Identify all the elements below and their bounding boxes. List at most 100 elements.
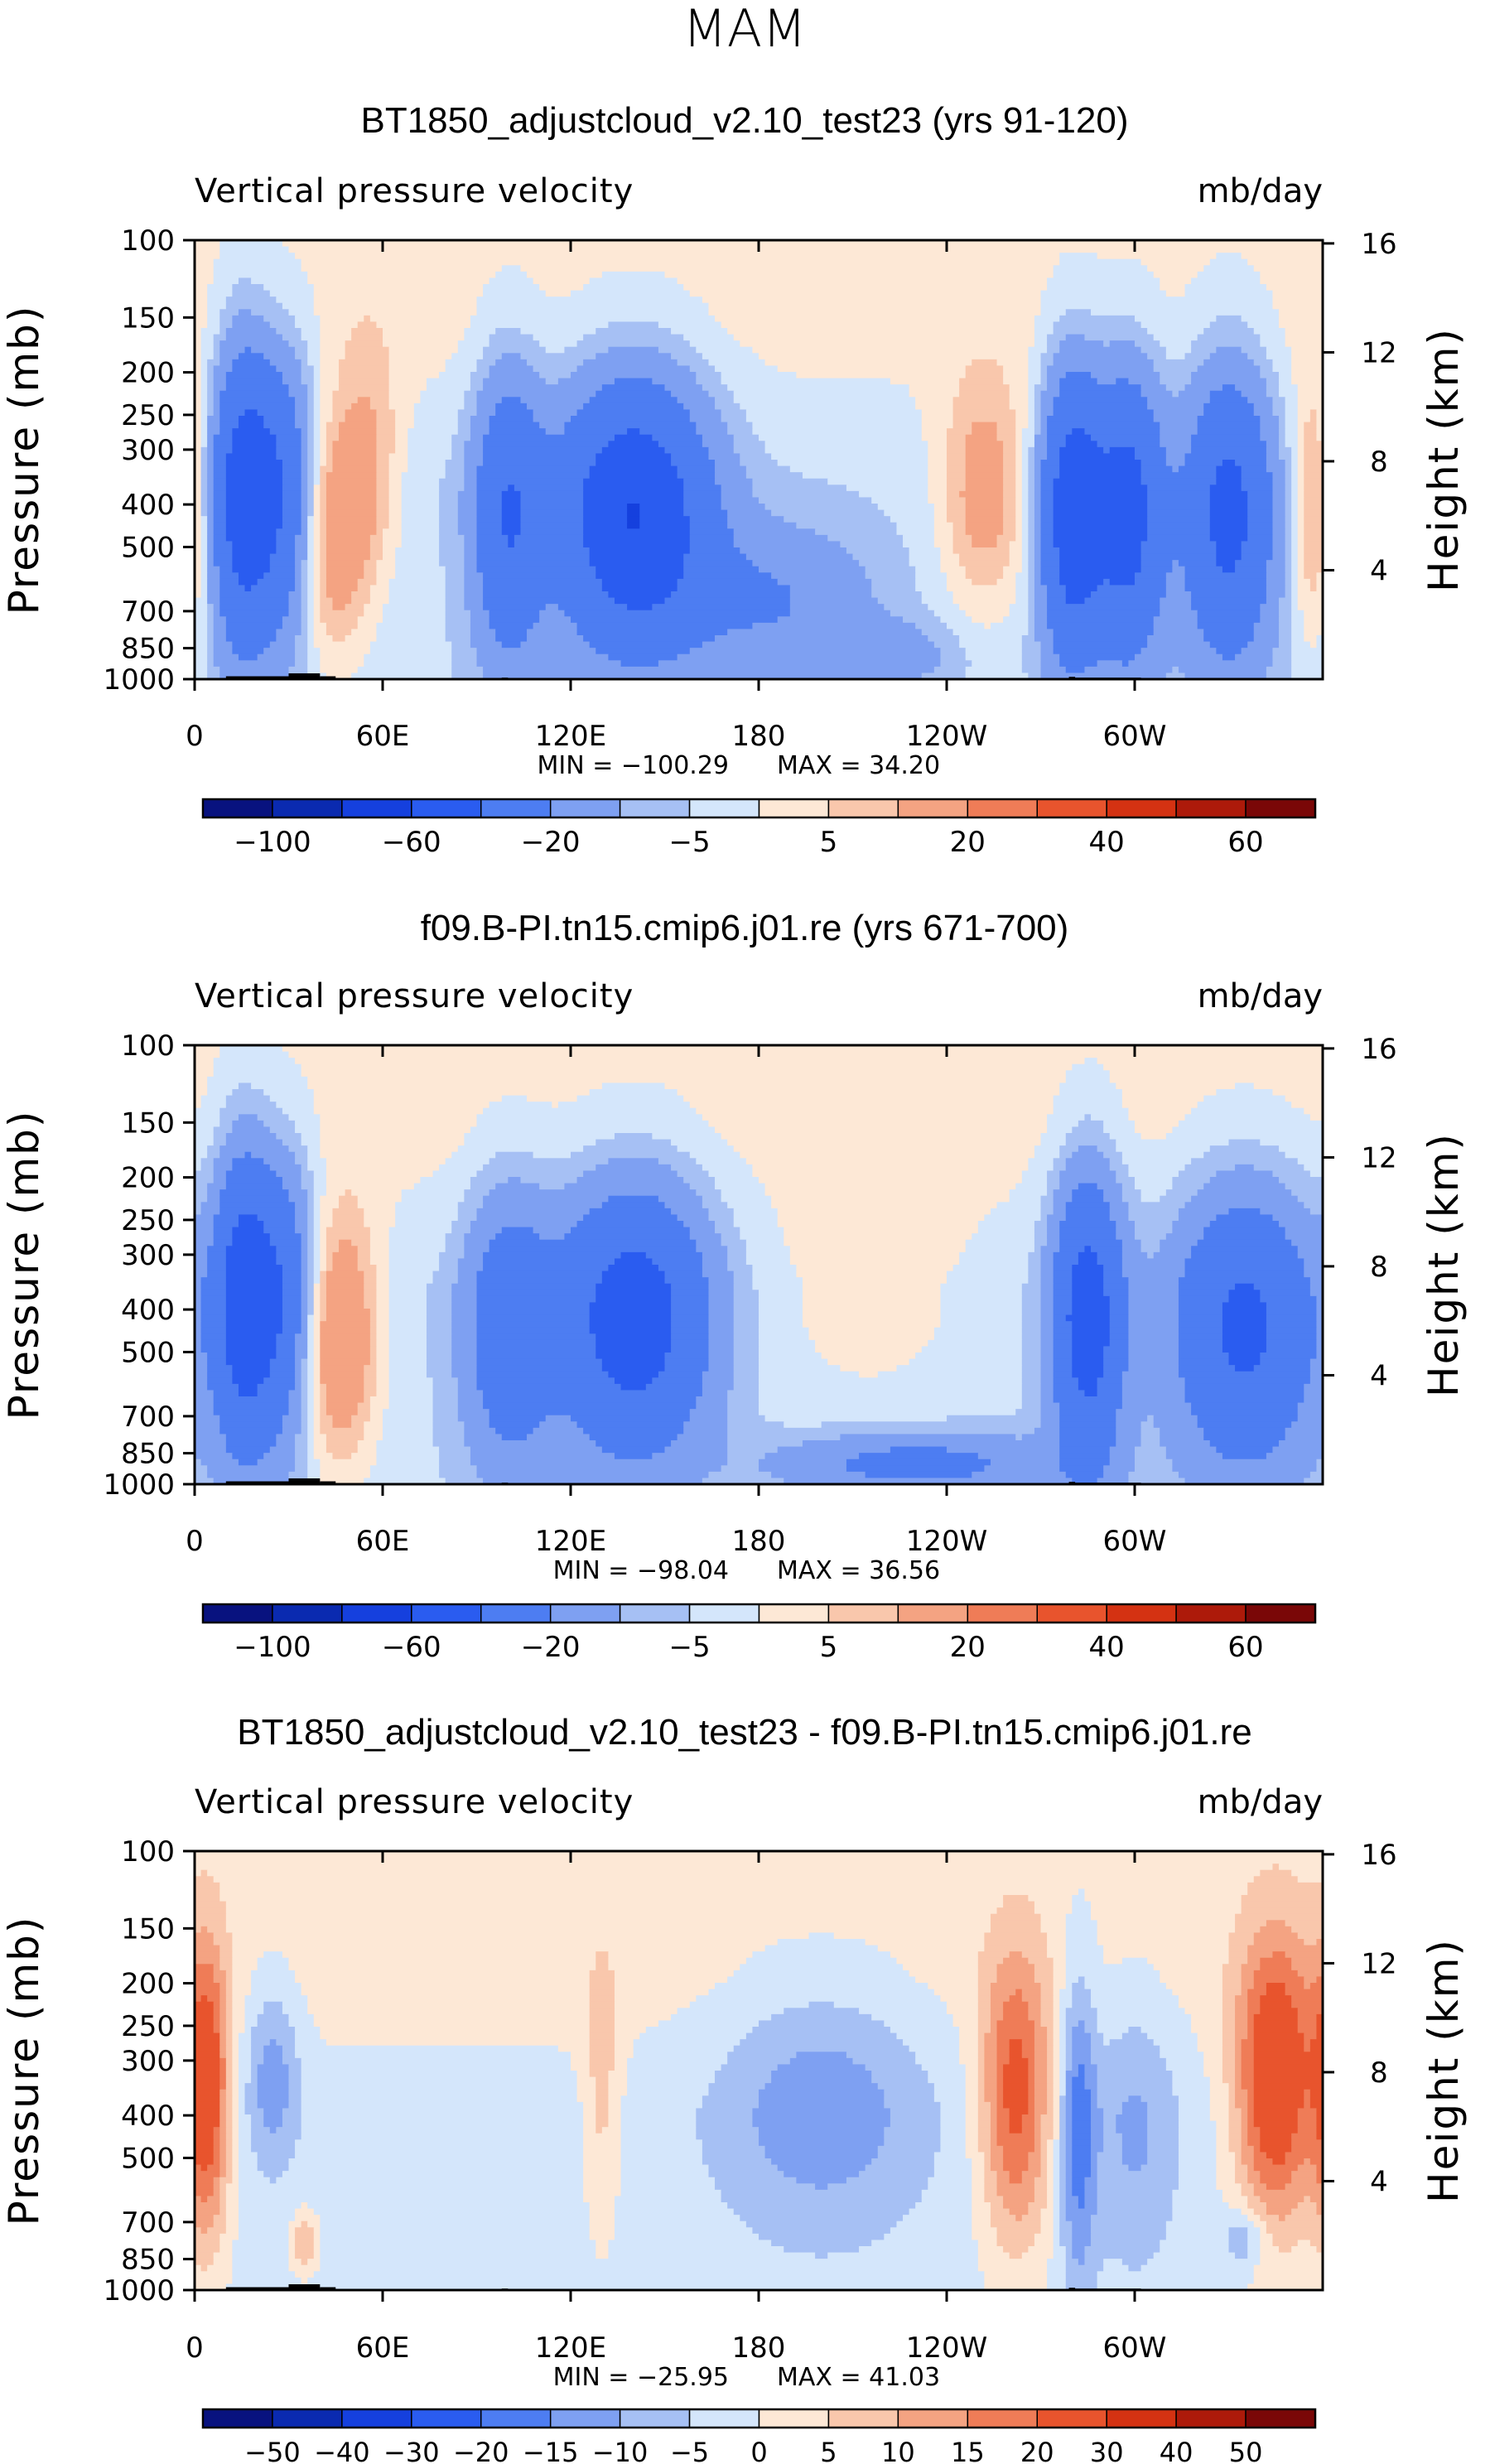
contour-cell [514, 534, 584, 542]
contour-cell [1197, 622, 1255, 630]
contour-cell [1309, 585, 1318, 592]
contour-cell [884, 2127, 942, 2134]
contour-cell [727, 422, 754, 429]
contour-cell [207, 635, 215, 643]
contour-cell [1072, 1302, 1111, 1309]
contour-cell [464, 1440, 596, 1448]
contour-cell [1072, 428, 1086, 436]
contour-cell [1021, 1951, 1048, 1959]
contour-cell [276, 1102, 315, 1109]
contour-cell [1028, 460, 1035, 467]
contour-cell [1191, 378, 1267, 385]
contour-cell [683, 284, 1048, 292]
colorbar-label: 60 [1227, 1631, 1263, 1664]
contour-cell [464, 441, 484, 448]
contour-cell [307, 1195, 315, 1203]
contour-cell [1172, 2089, 1211, 2096]
contour-cell [947, 622, 985, 630]
contour-cell [1304, 635, 1318, 643]
contour-cell [295, 1214, 308, 1222]
contour-cell [1309, 2095, 1324, 2103]
contour-cell [232, 1377, 264, 1385]
contour-cell [1135, 1453, 1167, 1460]
contour-cell [1165, 1983, 1223, 1990]
contour-cell [257, 653, 296, 661]
contour-cell [1072, 2089, 1092, 2096]
contour-cell [1241, 472, 1274, 480]
contour-cell [1034, 534, 1042, 542]
contour-cell [1053, 541, 1142, 548]
contour-cell [1072, 2052, 1092, 2059]
contour-cell [1040, 309, 1067, 316]
contour-cell [1021, 2127, 1035, 2134]
contour-cell [1153, 416, 1198, 423]
contour-cell [1084, 597, 1160, 605]
contour-cell [388, 504, 403, 511]
contour-cell [307, 1290, 315, 1297]
contour-cell [225, 2133, 233, 2140]
contour-cell [990, 2013, 1004, 2022]
contour-cell [1040, 1295, 1054, 1304]
contour-cell [702, 1371, 735, 1378]
contour-cell [915, 397, 954, 404]
contour-cell [601, 1446, 666, 1454]
contour-cell [376, 509, 390, 517]
contour-cell [1040, 1271, 1054, 1278]
contour-cell [1109, 1321, 1130, 1328]
contour-cell [225, 1976, 233, 1984]
contour-cell [457, 516, 478, 523]
contour-cell [1065, 666, 1086, 674]
contour-cell [457, 422, 471, 429]
contour-cell [1034, 1227, 1048, 1234]
contour-cell [445, 1246, 465, 1253]
contour-cell [213, 346, 220, 354]
contour-cell [307, 1390, 315, 1397]
contour-cell [533, 416, 571, 423]
contour-cell [1291, 1421, 1324, 1429]
contour-cell [1178, 1995, 1223, 2003]
contour-cell [1053, 1309, 1073, 1316]
contour-cell [1034, 384, 1048, 392]
contour-cell [940, 1290, 1023, 1297]
contour-cell [520, 528, 584, 536]
contour-cell [313, 635, 334, 643]
contour-cell [727, 1390, 759, 1397]
contour-cell [689, 2001, 810, 2008]
contour-cell [1247, 2027, 1255, 2034]
contour-cell [771, 572, 866, 580]
contour-cell [313, 1339, 321, 1348]
contour-cell [896, 2032, 960, 2040]
contour-cell [1047, 2101, 1054, 2110]
contour-cell [1059, 2008, 1067, 2015]
contour-cell [1040, 465, 1060, 473]
contour-cell [451, 653, 478, 661]
contour-cell [1121, 2032, 1148, 2040]
contour-cell [332, 1265, 359, 1272]
contour-cell [1053, 1957, 1067, 1965]
contour-cell [357, 1446, 378, 1454]
contour-cell [815, 528, 898, 536]
contour-cell [1065, 597, 1086, 605]
contour-cell [301, 1383, 308, 1391]
contour-cell [1097, 1926, 1236, 1934]
contour-cell [1053, 1202, 1067, 1209]
contour-cell [320, 1427, 364, 1435]
contour-cell [727, 1246, 747, 1253]
contour-cell [307, 1164, 327, 1172]
contour-cell [1103, 1353, 1130, 1360]
contour-cell [1140, 258, 1211, 266]
contour-cell [996, 2089, 1004, 2096]
contour-cell [200, 1158, 215, 1165]
contour-cell [301, 472, 308, 480]
contour-cell [1291, 648, 1324, 655]
contour-cell [388, 1239, 446, 1246]
contour-cell [1304, 2089, 1311, 2096]
contour-cell [251, 2071, 258, 2078]
contour-cell [977, 1970, 998, 1978]
contour-cell [207, 1465, 296, 1473]
contour-cell [1040, 1277, 1054, 1285]
contour-cell [364, 1271, 378, 1278]
contour-cell [282, 1314, 302, 1322]
contour-cell [990, 2001, 1004, 2008]
contour-cell [332, 390, 390, 398]
